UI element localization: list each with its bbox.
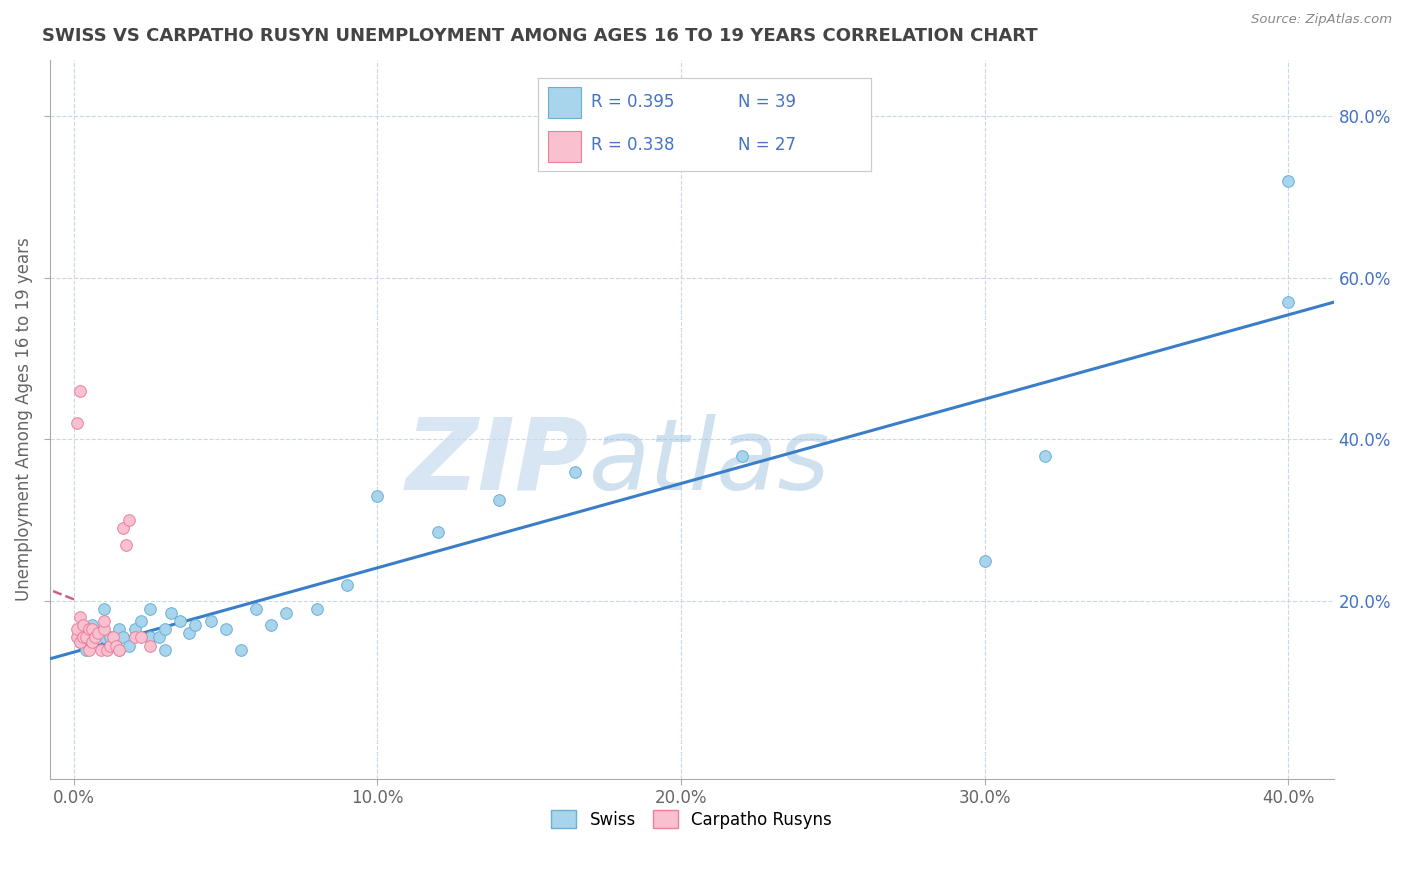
Point [117,513,139,527]
Text: SWISS VS CARPATHO RUSYN UNEMPLOYMENT AMONG AGES 16 TO 19 YEARS CORRELATION CHART: SWISS VS CARPATHO RUSYN UNEMPLOYMENT AMO… [42,27,1038,45]
Point [114,537,136,551]
Point [93,623,115,637]
Point [108,623,131,637]
Point [139,602,162,616]
Point [111,521,134,535]
Y-axis label: Unemployment Among Ages 16 to 19 years: Unemployment Among Ages 16 to 19 years [15,237,32,601]
Point [184,618,207,632]
Point [139,631,162,645]
Point [731,449,754,463]
Point [100,631,122,645]
Point [1277,174,1299,188]
Point [276,606,298,620]
Point [973,554,995,568]
Point [200,615,222,629]
Point [69,610,91,624]
Point [90,642,112,657]
Point [488,493,510,508]
Point [69,634,91,648]
Point [179,626,201,640]
Point [66,417,89,431]
Point [66,623,89,637]
Point [117,639,139,653]
Point [148,631,170,645]
Point [66,631,89,645]
Point [87,626,110,640]
Point [1277,295,1299,310]
Point [129,615,152,629]
Text: ZIP: ZIP [406,414,589,511]
Point [336,578,359,592]
Point [1033,449,1056,463]
Point [72,631,94,645]
Point [305,602,328,616]
Point [229,642,252,657]
Point [77,642,100,657]
Point [245,602,267,616]
Point [93,631,115,645]
Point [75,642,97,657]
Point [108,642,131,657]
Text: Source: ZipAtlas.com: Source: ZipAtlas.com [1251,13,1392,27]
Legend: Swiss, Carpatho Rusyns: Swiss, Carpatho Rusyns [544,804,838,835]
Point [153,623,176,637]
Point [100,639,122,653]
Point [160,606,183,620]
Point [111,631,134,645]
Point [129,631,152,645]
Point [77,623,100,637]
Point [139,639,162,653]
Point [82,634,104,648]
Point [215,623,238,637]
Point [72,618,94,632]
Point [69,384,91,398]
Point [108,642,131,657]
Point [564,465,586,479]
Point [84,631,107,645]
Point [93,602,115,616]
Point [366,489,388,503]
Point [124,631,146,645]
Text: atlas: atlas [589,414,831,511]
Point [75,631,97,645]
Point [87,626,110,640]
Point [69,634,91,648]
Point [153,642,176,657]
Point [103,631,125,645]
Point [82,618,104,632]
Point [169,615,191,629]
Point [124,623,146,637]
Point [96,642,118,657]
Point [82,623,104,637]
Point [93,615,115,629]
Point [260,618,283,632]
Point [105,639,128,653]
Point [427,525,450,540]
